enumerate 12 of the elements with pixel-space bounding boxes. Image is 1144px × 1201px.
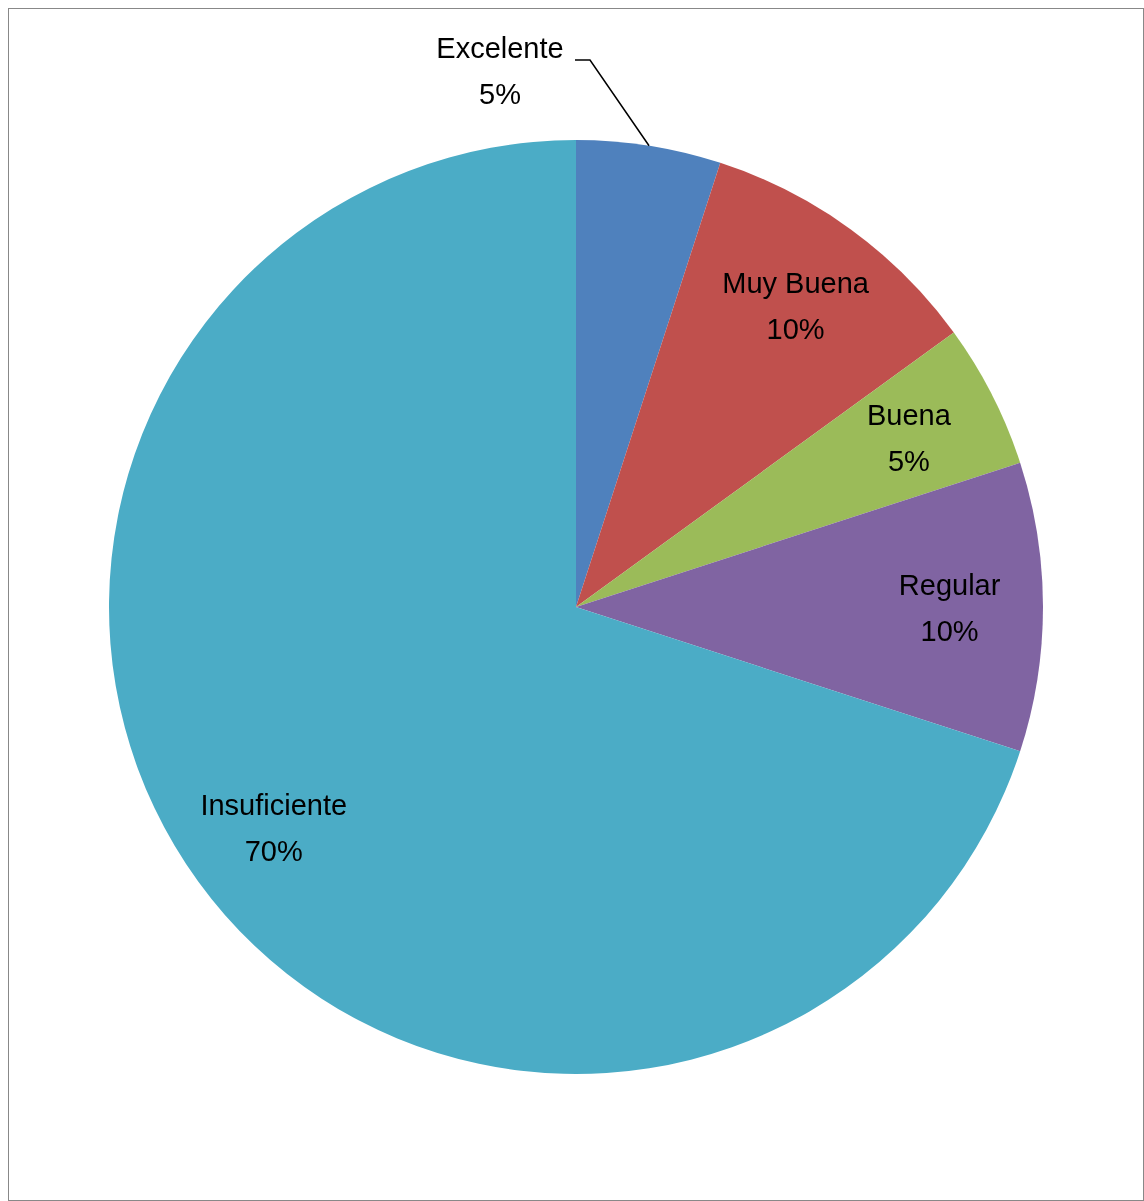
slice-label: Muy Buena	[722, 266, 870, 299]
data-label: 10%	[920, 615, 979, 647]
data-label: 70%	[244, 834, 303, 867]
pie-slice	[576, 140, 721, 607]
data-label: 5%	[479, 78, 521, 110]
data-label: 5%	[887, 445, 930, 478]
slice-label: Insuficiente	[200, 788, 348, 821]
slice-label: Regular	[898, 569, 1001, 601]
pie-slice	[109, 140, 1021, 1074]
slice-label: Excelente	[436, 32, 564, 64]
slice-label: Buena	[866, 399, 952, 432]
data-label: 10%	[766, 312, 825, 345]
